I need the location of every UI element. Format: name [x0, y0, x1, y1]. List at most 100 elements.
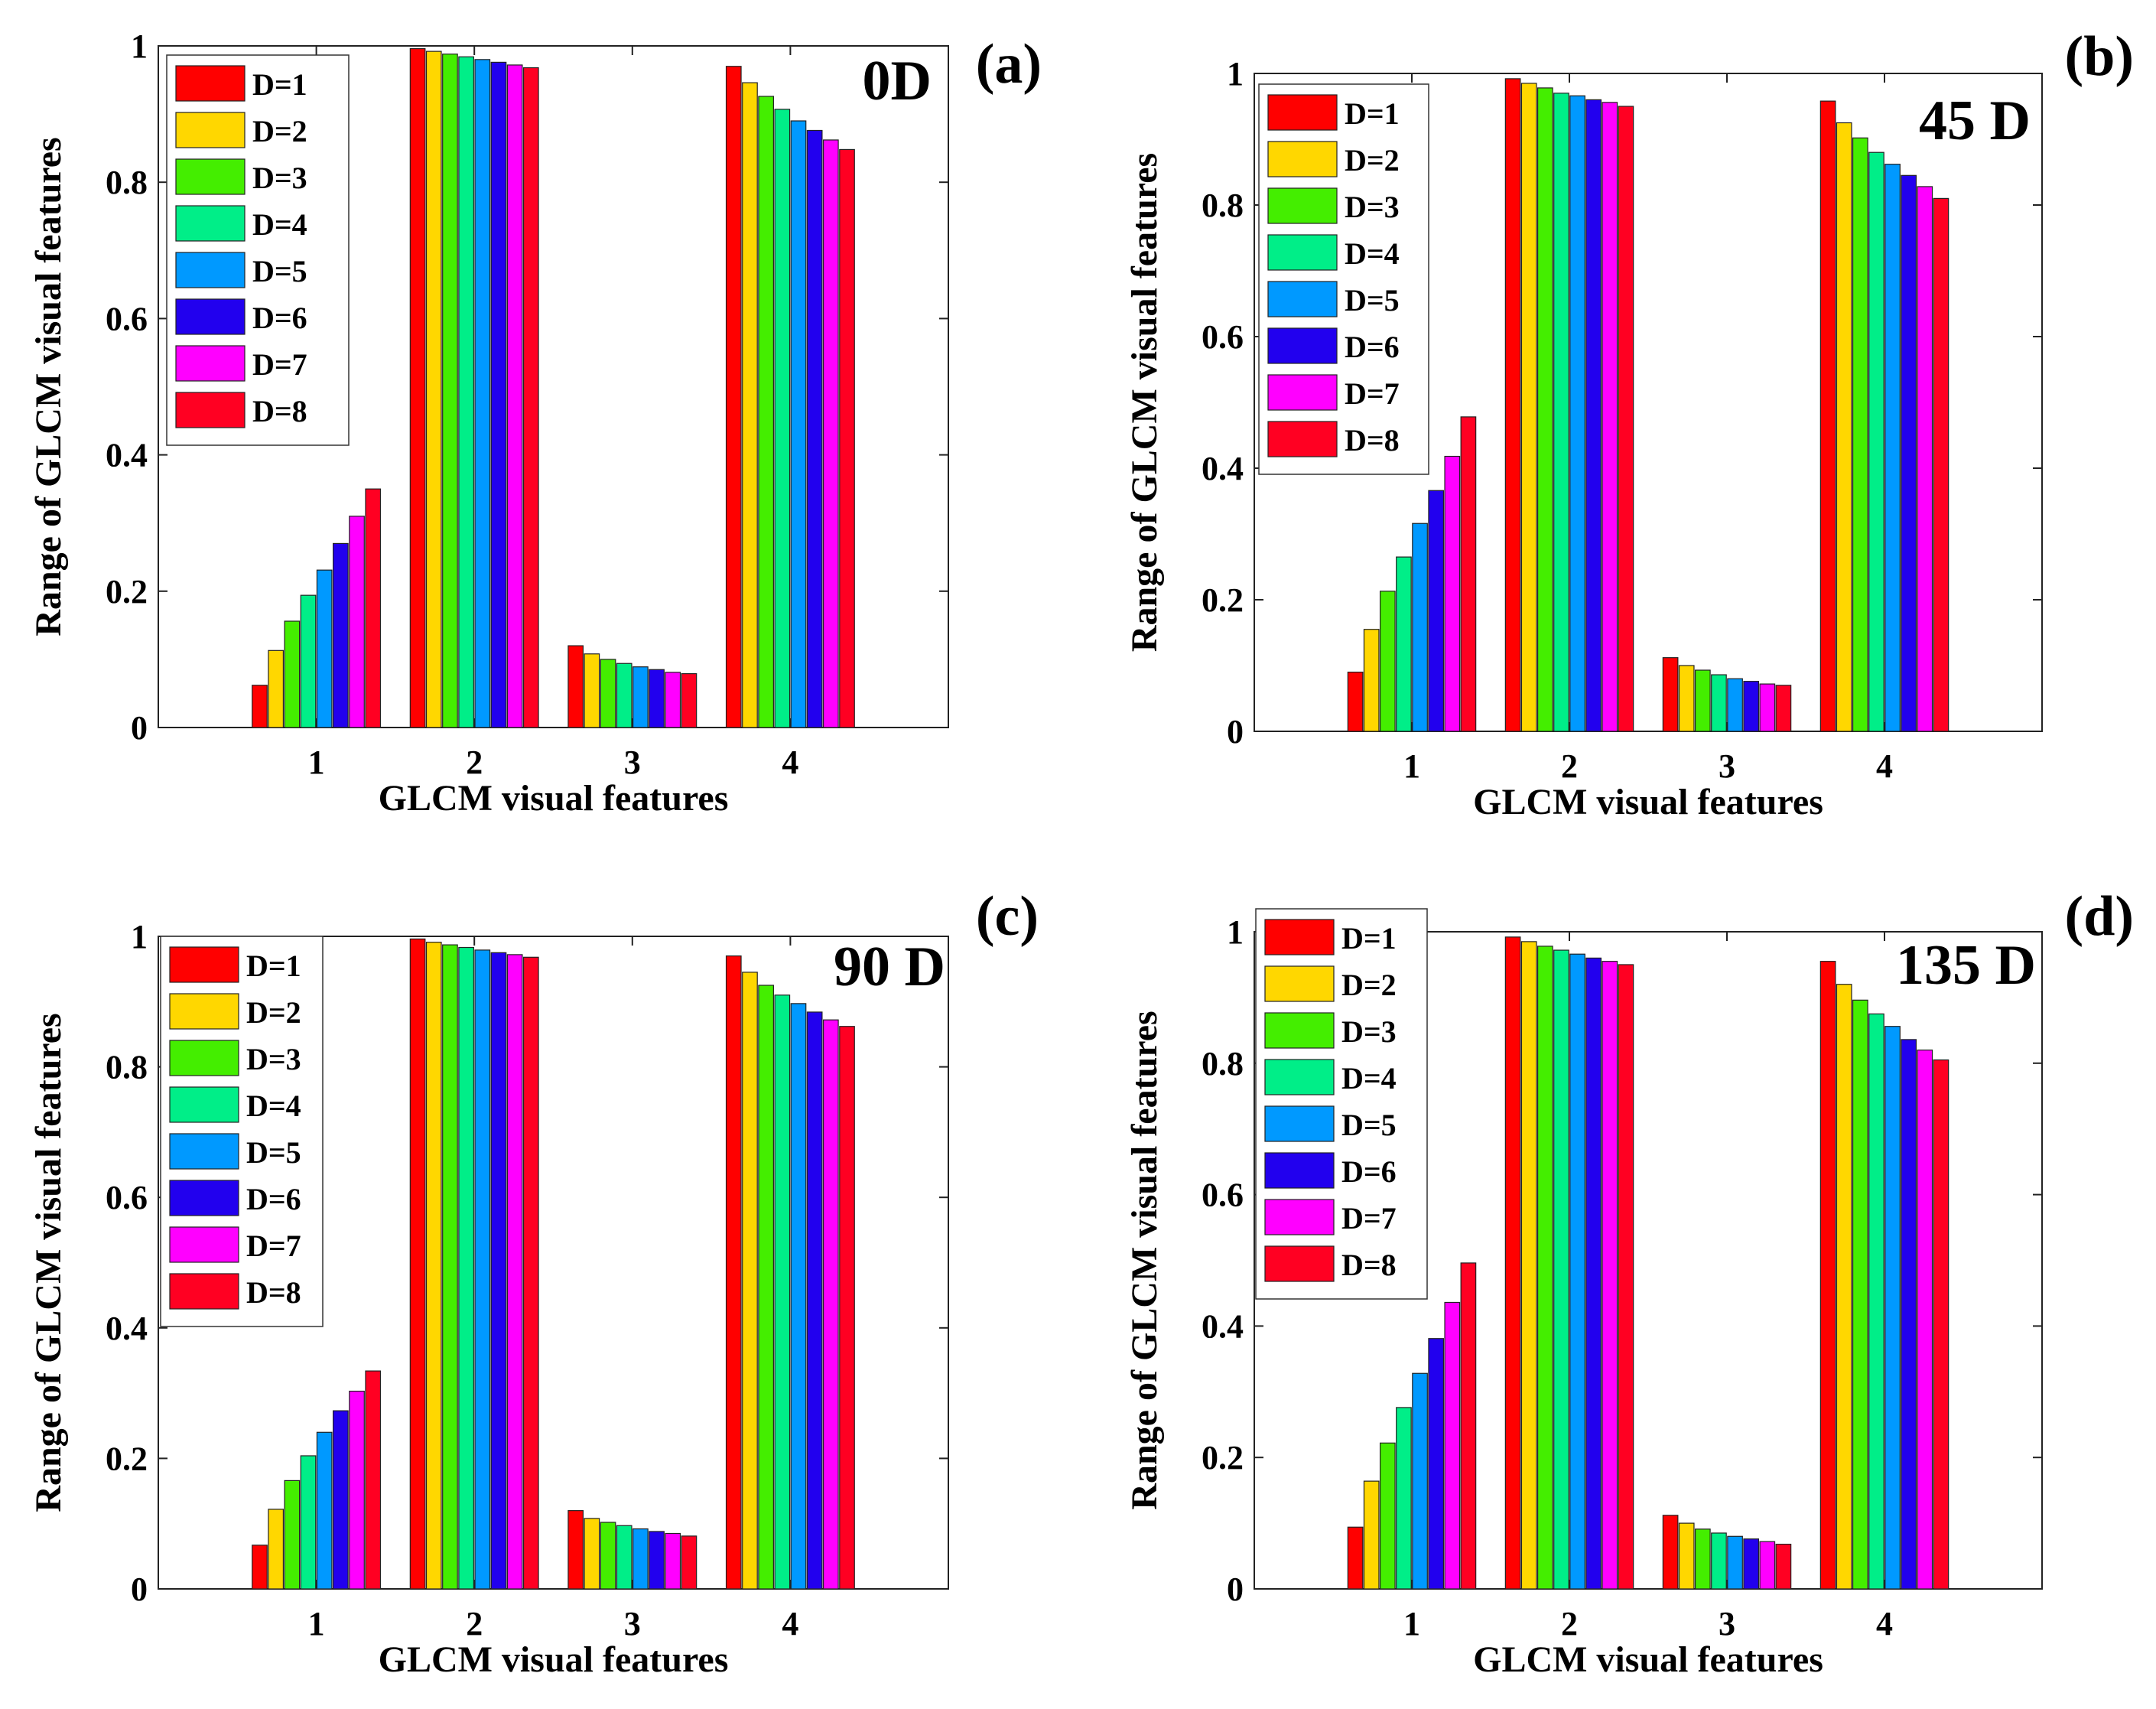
x-tick-label: 2: [1561, 1605, 1578, 1642]
bar-D3-cat2: [1537, 87, 1553, 732]
bar-D7-cat2: [1602, 102, 1618, 732]
y-tick-label: 0.4: [1202, 450, 1244, 487]
bar-D2-cat1: [268, 649, 285, 728]
bar-D8-cat3: [1775, 1543, 1792, 1590]
bar-D5-cat1: [1412, 522, 1428, 732]
bar-D1-cat1: [252, 685, 268, 728]
legend-entry: D=1: [1345, 96, 1400, 131]
x-tick-label: 1: [308, 744, 325, 781]
bar-D8-cat1: [365, 488, 382, 728]
chart-panel-1: 0 0.2 0.4 0.6 0.8 1 1 2 3 4 GLCM visual features Ra…: [28, 28, 1042, 819]
legend-entry: D=7: [1341, 1201, 1397, 1235]
legend-swatch: [169, 1086, 239, 1123]
axes-frame: [1254, 73, 2043, 732]
y-tick-label: 0.6: [1202, 318, 1244, 356]
bar-D1-cat2: [1504, 936, 1521, 1590]
bar-D5-cat4: [1884, 1026, 1901, 1590]
bar-D4-cat2: [1553, 93, 1569, 732]
legend-entry: D=2: [1341, 968, 1397, 1002]
bar-D5-cat2: [1569, 95, 1585, 732]
x-tick-label: 4: [1876, 1605, 1893, 1642]
bar-D3-cat3: [600, 659, 616, 728]
x-axis-label: GLCM visual features: [379, 1639, 729, 1680]
bar-D5-cat3: [632, 1528, 649, 1590]
legend-swatch: [175, 252, 246, 288]
bar-D3-cat1: [1379, 1442, 1396, 1590]
bar-D1-cat1: [1347, 1526, 1364, 1590]
bar-D1-cat2: [409, 938, 426, 1590]
bar-D5-cat4: [1884, 164, 1901, 732]
legend-entry: D=5: [246, 1135, 301, 1170]
bar-D8-cat1: [1460, 416, 1477, 732]
bar-D3-cat2: [442, 54, 458, 728]
legend: D=1 D=2 D=3 D=4 D=5 D=6 D=7 D=8: [1258, 83, 1429, 475]
bar-D3-cat4: [758, 985, 774, 1590]
x-tick-label: 1: [308, 1605, 325, 1642]
bar-D1-cat4: [725, 66, 742, 728]
x-tick-label: 4: [782, 1605, 798, 1642]
legend-swatch: [1264, 1105, 1335, 1142]
y-tick-label: 1: [1227, 913, 1244, 951]
legend: D=1 D=2 D=3 D=4 D=5 D=6 D=7 D=8: [160, 936, 324, 1327]
bar-D1-cat4: [1819, 961, 1836, 1590]
angle-label: 135 D: [1896, 934, 2036, 997]
x-tick-label: 2: [466, 1605, 483, 1642]
bar-D8-cat4: [839, 1026, 855, 1590]
angle-label: 0D: [863, 50, 932, 112]
bar-D5-cat3: [1727, 1535, 1743, 1590]
bar-D8-cat3: [1775, 685, 1792, 732]
bar-D1-cat3: [567, 645, 584, 728]
y-tick-label: 0.8: [106, 164, 148, 201]
bar-D1-cat1: [252, 1545, 268, 1590]
bar-D1-cat3: [1662, 657, 1679, 732]
bar-D7-cat3: [665, 672, 681, 728]
bar-D2-cat3: [584, 1518, 600, 1590]
bar-D4-cat1: [300, 594, 317, 728]
bar-D8-cat1: [1460, 1262, 1477, 1590]
legend-swatch: [1267, 327, 1338, 364]
bar-D4-cat1: [300, 1455, 317, 1590]
legend: D=1 D=2 D=3 D=4 D=5 D=6 D=7 D=8: [1255, 908, 1428, 1300]
bar-D6-cat2: [1585, 99, 1602, 732]
bar-D6-cat2: [490, 952, 507, 1590]
legend-swatch: [1264, 919, 1335, 955]
legend-entry: D=8: [1345, 423, 1400, 457]
legend-entry: D=7: [246, 1229, 301, 1263]
y-tick-label: 1: [1227, 55, 1244, 93]
legend-swatch: [1267, 281, 1338, 317]
bar-D3-cat2: [1537, 946, 1553, 1590]
bar-D6-cat2: [1585, 957, 1602, 1590]
legend-entry: D=8: [246, 1275, 301, 1310]
bar-D7-cat2: [1602, 961, 1618, 1590]
bar-D6-cat4: [1901, 174, 1917, 732]
bar-D6-cat4: [806, 1011, 823, 1590]
bar-D8-cat3: [681, 673, 698, 728]
x-tick-label: 3: [624, 744, 641, 781]
chart-panel-4: 0 0.2 0.4 0.6 0.8 1 1 2 3 4 GLCM visual features Ra…: [1124, 885, 2134, 1680]
legend-entry: D=2: [246, 995, 301, 1030]
bar-D2-cat1: [268, 1509, 285, 1590]
y-tick-label: 1: [131, 918, 148, 955]
bar-D7-cat1: [349, 516, 365, 728]
legend-swatch: [175, 65, 246, 102]
bar-D6-cat1: [333, 1410, 349, 1590]
bar-D7-cat1: [1444, 1301, 1461, 1590]
x-tick-label: 3: [624, 1605, 641, 1642]
bar-D2-cat2: [425, 942, 442, 1590]
bar-D1-cat1: [1347, 671, 1364, 732]
bar-D7-cat4: [822, 1019, 839, 1590]
bar-D2-cat1: [1363, 1480, 1380, 1590]
legend-swatch: [1264, 1245, 1335, 1282]
y-tick-label: 0.2: [1202, 1439, 1244, 1476]
bar-D5-cat4: [790, 1003, 807, 1590]
legend-entry: D=1: [252, 67, 307, 102]
x-tick-label: 3: [1719, 1605, 1735, 1642]
x-axis-label: GLCM visual features: [1473, 1639, 1823, 1680]
panel-label: (b): [2065, 25, 2134, 88]
bar-D6-cat4: [806, 129, 823, 728]
legend-swatch: [1267, 234, 1338, 271]
legend-entry: D=5: [1345, 283, 1400, 317]
x-tick-label: 2: [466, 744, 483, 781]
bar-D7-cat2: [506, 954, 523, 1590]
bar-D7-cat1: [349, 1390, 365, 1590]
